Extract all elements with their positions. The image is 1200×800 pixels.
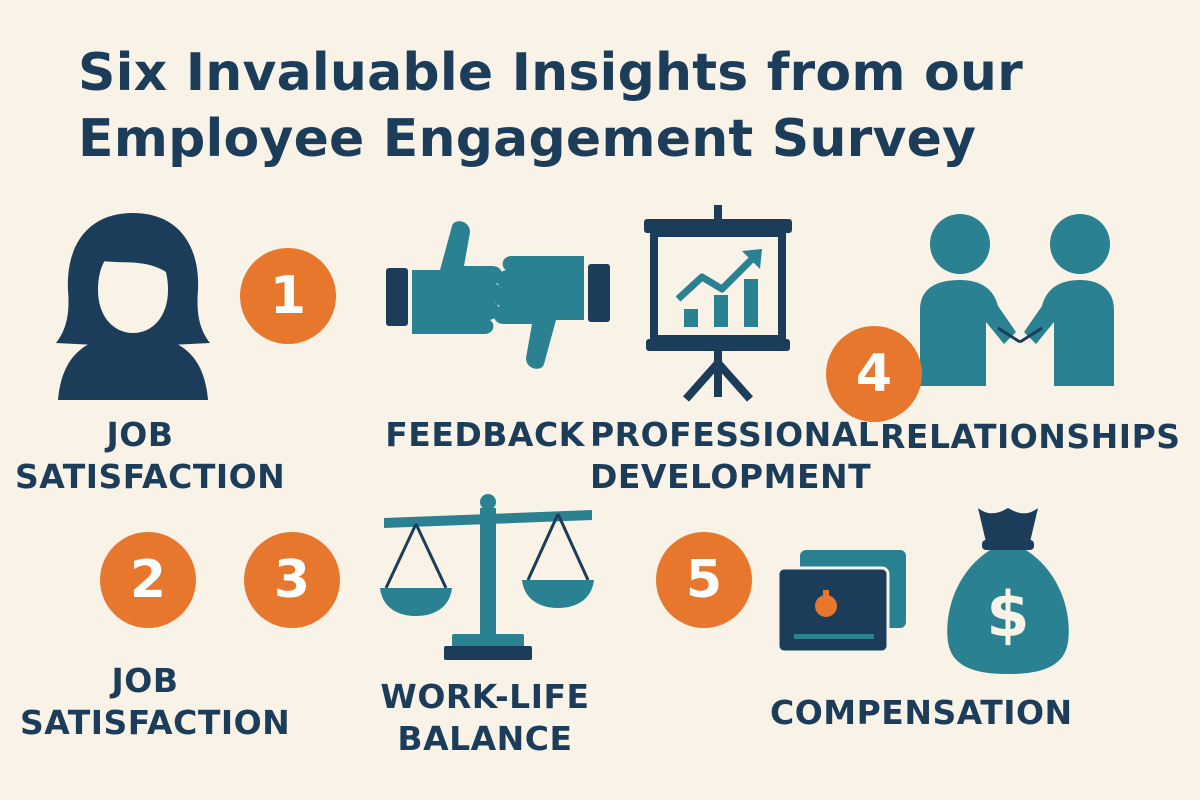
label-job-satisfaction-bottom: JOB SATISFACTION [20,661,291,742]
title-line-2: Employee Engagement Survey [78,109,977,169]
badge-3: 3 [244,532,340,628]
label-relationships: RELATIONSHIPS [880,417,1181,456]
svg-text:$: $ [986,578,1029,651]
label-feedback: FEEDBACK [385,415,585,454]
label-work-life-balance: WORK-LIFE BALANCE [380,677,590,758]
badge-5: 5 [656,532,752,628]
badge-1: 1 [240,248,336,344]
label-compensation: COMPENSATION [770,693,1073,732]
label-job-satisfaction-top: JOB SATISFACTION [15,415,286,496]
growth-chart-board-icon [644,205,792,402]
badge-2: 2 [100,532,196,628]
handshake-icon [920,214,1114,386]
woman-avatar-icon [56,213,210,400]
title-line-1: Six Invaluable Insights from our [78,43,1023,103]
thumbs-up-down-icon [386,221,610,369]
balance-scale-icon [380,494,594,660]
money-bag-icon: $ [947,508,1069,674]
page-title: Six Invaluable Insights from our Employe… [78,40,1023,172]
cash-cards-icon [776,550,906,654]
label-professional-development: PROFESSIONAL DEVELOPMENT [590,415,880,496]
badge-4: 4 [826,326,922,422]
